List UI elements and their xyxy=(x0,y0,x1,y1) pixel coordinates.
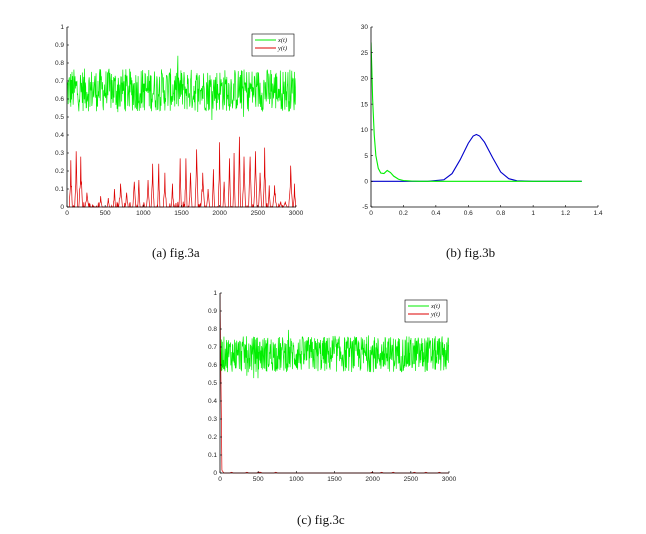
x-tick-label-fig3c: 1000 xyxy=(289,476,304,483)
y-tick-label-fig3c: 0.5 xyxy=(208,380,217,387)
y-tick-label-fig3c: 1 xyxy=(213,290,217,297)
legend-box xyxy=(251,33,295,57)
y-tick-label-fig3a: 0.5 xyxy=(55,114,64,121)
legend-fig3a: x(t)y(t) xyxy=(251,33,295,57)
x-tick-label-fig3a: 1500 xyxy=(174,210,189,217)
x-tick-label-fig3b: 0.6 xyxy=(464,210,473,217)
series-fig3a-xt xyxy=(67,55,296,121)
legend-label: x(t) xyxy=(430,303,440,310)
x-tick-label-fig3c: 2500 xyxy=(404,476,419,483)
y-tick-label-fig3b: 30 xyxy=(361,24,369,31)
y-tick-label-fig3a: 0.1 xyxy=(55,186,64,193)
y-tick-label-fig3a: 0.6 xyxy=(55,96,64,103)
y-tick-label-fig3c: 0.3 xyxy=(208,416,217,423)
y-tick-label-fig3b: 25 xyxy=(361,50,369,57)
x-tick-label-fig3a: 3000 xyxy=(289,210,304,217)
caption-fig3c: (c) fig.3c xyxy=(297,512,345,527)
y-tick-label-fig3c: 0.1 xyxy=(208,452,217,459)
y-tick-label-fig3b: 5 xyxy=(364,153,368,160)
y-tick-label-fig3a: 0 xyxy=(60,204,64,211)
y-tick-label-fig3a: 0.7 xyxy=(55,78,64,85)
y-tick-label-fig3c: 0.2 xyxy=(208,434,217,441)
x-tick-label-fig3b: 1.2 xyxy=(561,210,570,217)
x-tick-label-fig3b: 0.4 xyxy=(431,210,440,217)
x-tick-label-fig3c: 3000 xyxy=(442,476,457,483)
x-tick-label-fig3c: 2000 xyxy=(365,476,380,483)
y-tick-label-fig3a: 0.4 xyxy=(55,132,64,139)
legend-label: y(t) xyxy=(430,311,440,318)
y-tick-label-fig3b: 20 xyxy=(361,76,369,83)
y-tick-label-fig3b: 0 xyxy=(364,178,368,185)
y-tick-label-fig3c: 0.6 xyxy=(208,362,217,369)
y-tick-label-fig3c: 0 xyxy=(213,470,217,477)
chart-fig3a: 0 500 1000 1500 2000 2500 3000 0 0.1 0.2 0.3 0.4 0.5… xyxy=(55,24,304,217)
y-tick-label-fig3c: 0.9 xyxy=(208,308,217,315)
legend-label: x(t) xyxy=(277,37,287,44)
x-tick-label-fig3a: 2500 xyxy=(251,210,266,217)
x-tick-label-fig3b: 1.4 xyxy=(593,210,602,217)
x-tick-label-fig3b: 0 xyxy=(369,210,373,217)
caption-fig3b: (b) fig.3b xyxy=(446,245,496,260)
series-fig3b-curve1 xyxy=(371,133,582,182)
caption-fig3a: (a) fig.3a xyxy=(152,245,200,260)
series-fig3c-xt xyxy=(220,329,449,379)
y-tick-label-fig3b: 10 xyxy=(361,127,369,134)
series-fig3b-curve2 xyxy=(371,42,582,182)
y-tick-label-fig3a: 0.2 xyxy=(55,168,64,175)
x-tick-label-fig3c: 500 xyxy=(253,476,264,483)
chart-fig3c: 0 500 1000 1500 2000 2500 3000 0 0.1 0.2 0.3 0.4 0.5… xyxy=(208,290,457,483)
x-tick-label-fig3b: 0.8 xyxy=(496,210,505,217)
y-tick-label-fig3a: 1 xyxy=(60,24,64,31)
x-tick-label-fig3b: 0.2 xyxy=(399,210,408,217)
x-tick-label-fig3a: 500 xyxy=(100,210,111,217)
legend-fig3c: x(t)y(t) xyxy=(404,299,448,323)
y-tick-label-fig3b: 15 xyxy=(361,101,369,108)
y-tick-label-fig3c: 0.7 xyxy=(208,344,217,351)
y-tick-label-fig3a: 0.3 xyxy=(55,150,64,157)
series-fig3a-yt xyxy=(67,136,296,208)
x-tick-label-fig3a: 1000 xyxy=(136,210,151,217)
legend-box xyxy=(404,299,448,323)
x-tick-label-fig3a: 0 xyxy=(65,210,69,217)
x-tick-label-fig3c: 0 xyxy=(218,476,222,483)
y-tick-label-fig3c: 0.4 xyxy=(208,398,217,405)
x-tick-label-fig3b: 1 xyxy=(531,210,535,217)
y-tick-label-fig3a: 0.8 xyxy=(55,60,64,67)
x-tick-label-fig3c: 1500 xyxy=(327,476,342,483)
y-tick-label-fig3c: 0.8 xyxy=(208,326,217,333)
x-tick-label-fig3a: 2000 xyxy=(212,210,227,217)
y-tick-label-fig3a: 0.9 xyxy=(55,42,64,49)
legend-label: y(t) xyxy=(277,45,287,52)
y-tick-label-fig3b: -5 xyxy=(362,204,368,211)
